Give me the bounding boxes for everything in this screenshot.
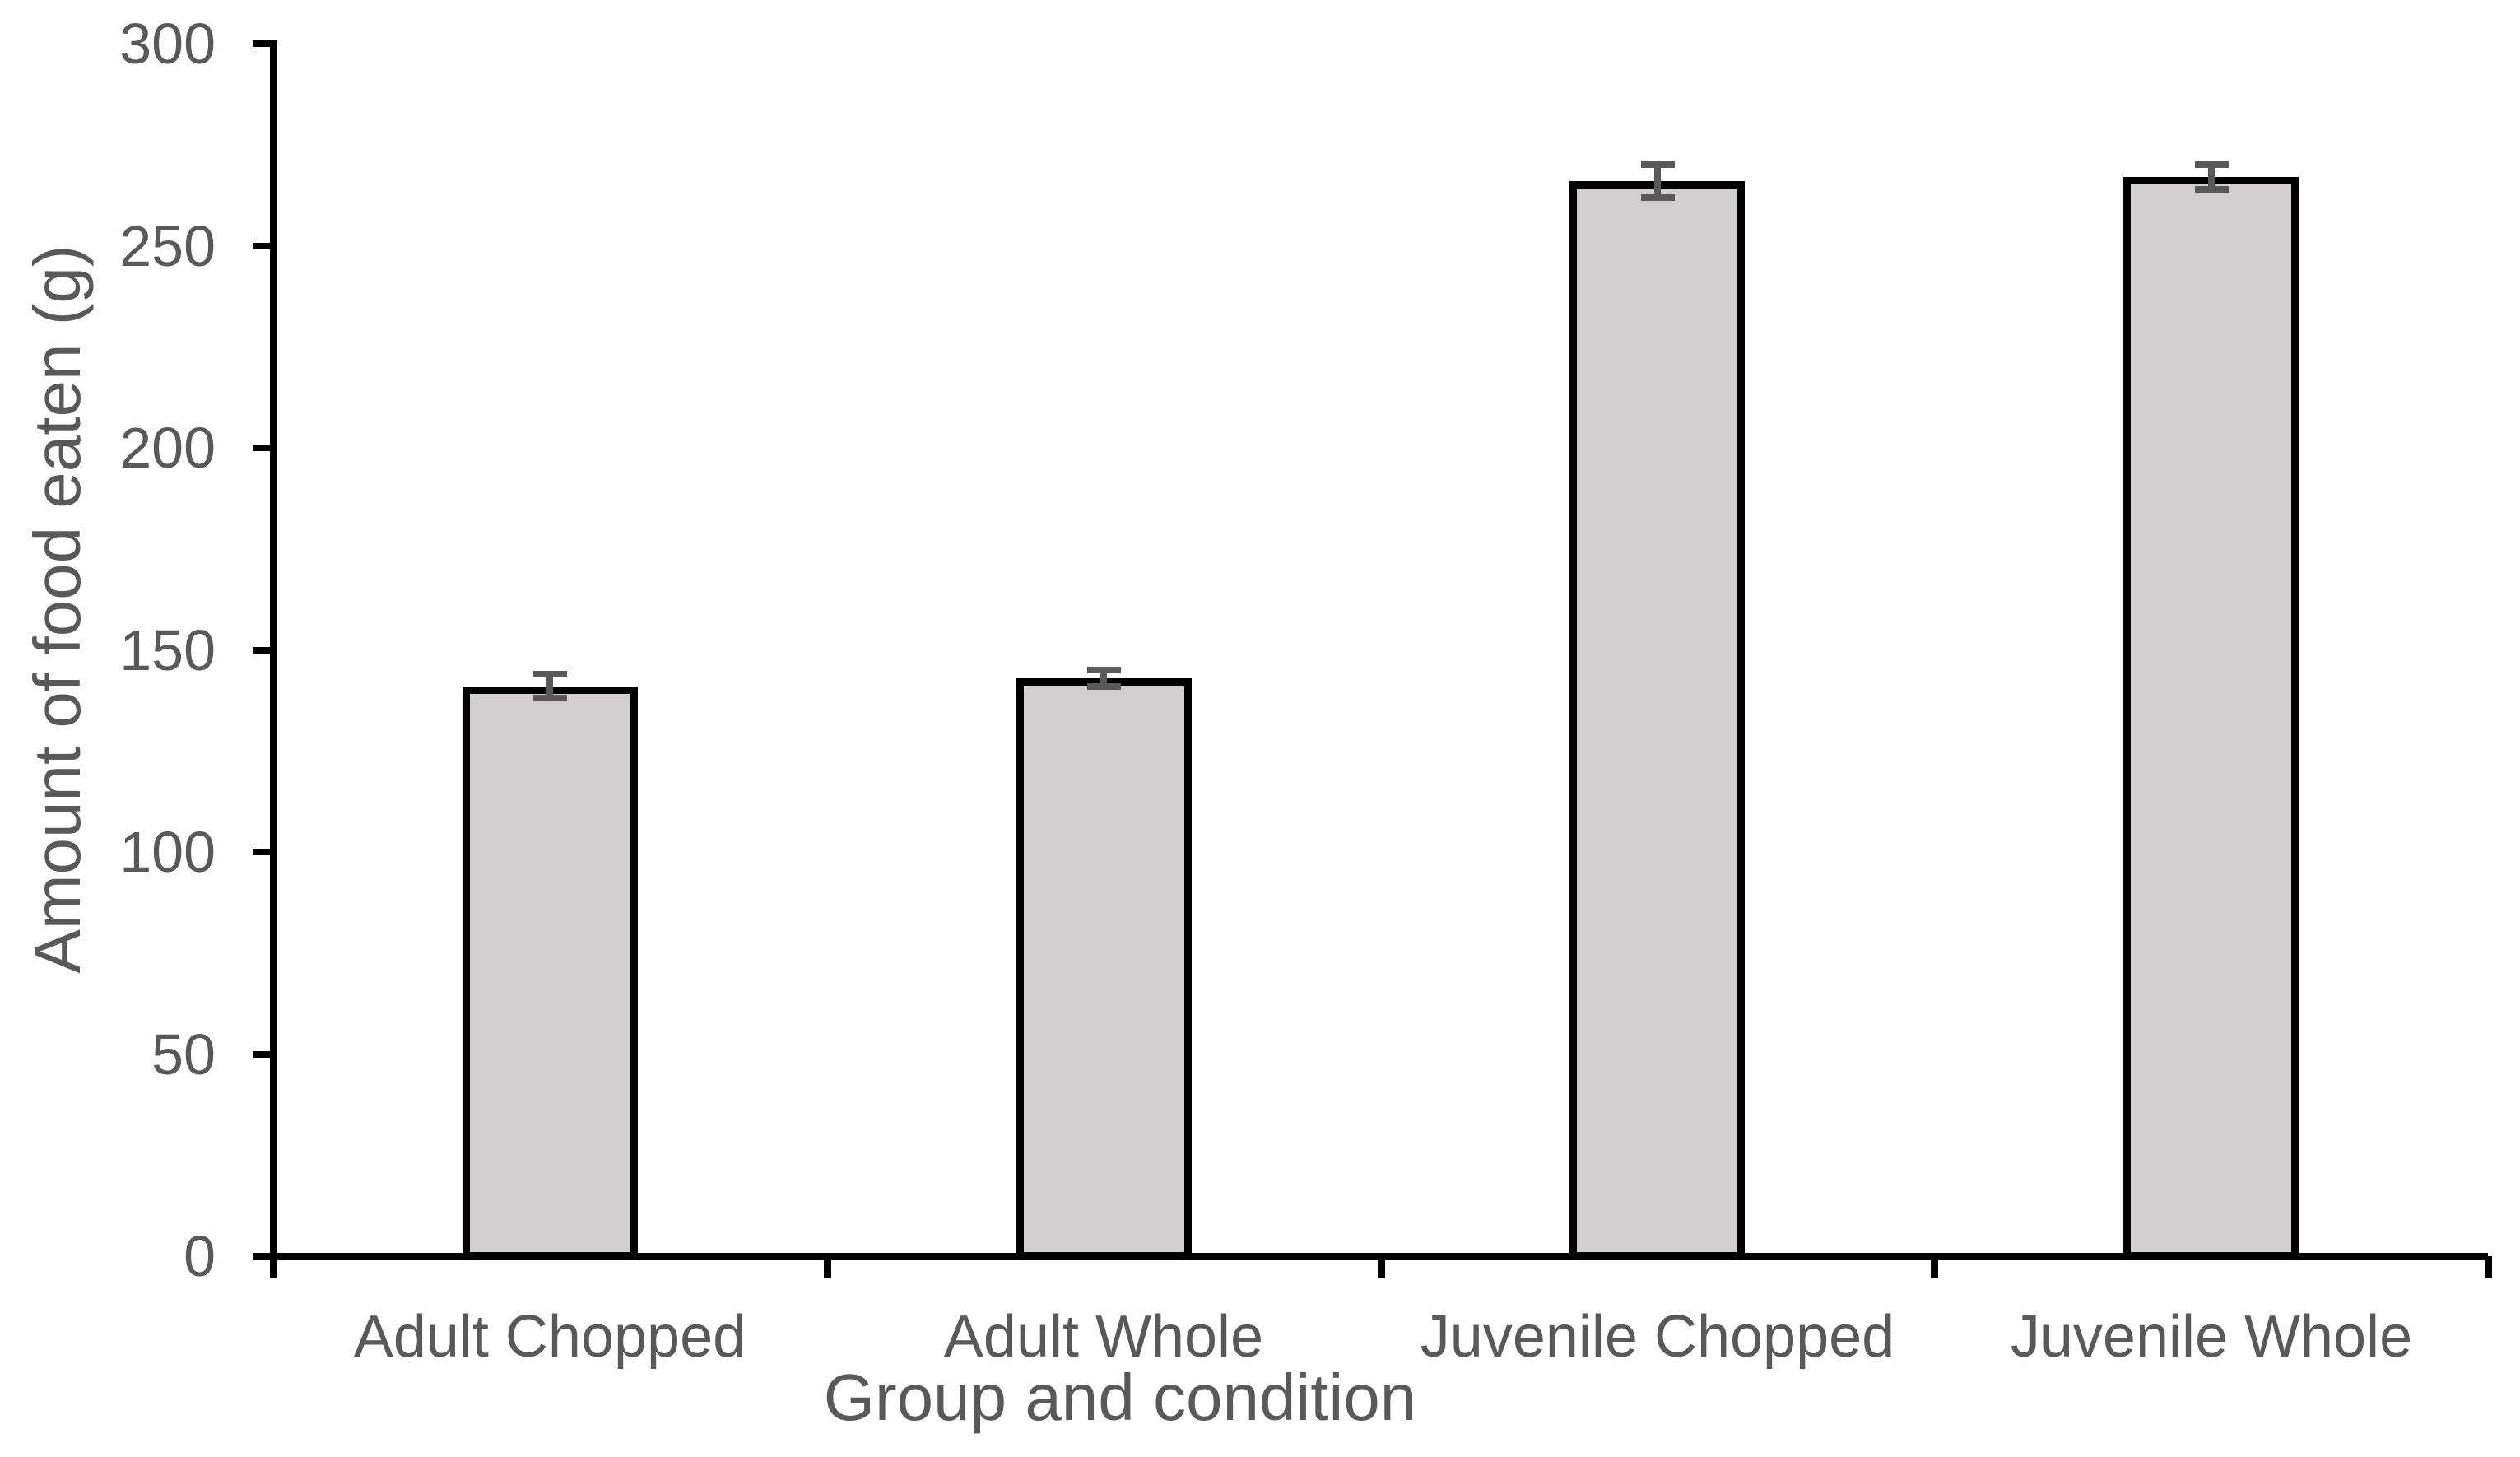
bar <box>1016 678 1192 1259</box>
error-bar-cap-bottom <box>1087 683 1121 690</box>
y-tick <box>253 849 277 855</box>
x-category-label: Adult Whole <box>943 1304 1264 1370</box>
error-bar-line <box>2208 165 2215 189</box>
y-tick-label: 100 <box>119 820 216 884</box>
y-tick <box>253 243 277 249</box>
y-tick <box>253 1051 277 1058</box>
y-tick-label: 50 <box>151 1022 216 1087</box>
x-category-label: Juvenile Chopped <box>1420 1304 1895 1370</box>
y-tick-label: 150 <box>119 618 216 682</box>
y-tick <box>253 445 277 451</box>
error-bar-line <box>1654 165 1661 198</box>
x-boundary-tick <box>1931 1256 1938 1278</box>
error-bar-line <box>1100 670 1107 687</box>
x-boundary-tick <box>1378 1256 1385 1278</box>
error-bar-cap-top <box>533 671 567 677</box>
bar <box>463 687 638 1259</box>
y-tick <box>253 40 277 47</box>
y-tick <box>253 1253 277 1259</box>
error-bar-cap-top <box>1087 667 1121 673</box>
error-bar-cap-bottom <box>533 695 567 701</box>
error-bar-cap-top <box>1641 161 1675 168</box>
error-bar-line <box>546 674 553 698</box>
x-axis-line <box>253 1253 2488 1260</box>
y-axis-title: Amount of food eaten (g) <box>21 244 94 974</box>
y-tick-label: 200 <box>119 416 216 480</box>
error-bar-cap-bottom <box>1641 194 1675 201</box>
x-category-label: Adult Chopped <box>353 1304 746 1370</box>
error-bar-cap-bottom <box>2195 186 2229 193</box>
x-boundary-tick <box>2485 1256 2492 1278</box>
bar <box>1569 181 1745 1259</box>
x-axis-title: Group and condition <box>823 1361 1417 1434</box>
x-boundary-tick <box>270 1256 277 1278</box>
y-tick-label: 0 <box>184 1224 216 1288</box>
y-tick-label: 250 <box>119 214 216 278</box>
error-bar-cap-top <box>2195 161 2229 168</box>
y-axis-line <box>270 40 277 1274</box>
bar <box>2123 177 2299 1259</box>
y-tick <box>253 647 277 654</box>
x-boundary-tick <box>824 1256 831 1278</box>
y-tick-label: 300 <box>119 12 216 76</box>
x-category-label: Juvenile Whole <box>2010 1304 2413 1370</box>
